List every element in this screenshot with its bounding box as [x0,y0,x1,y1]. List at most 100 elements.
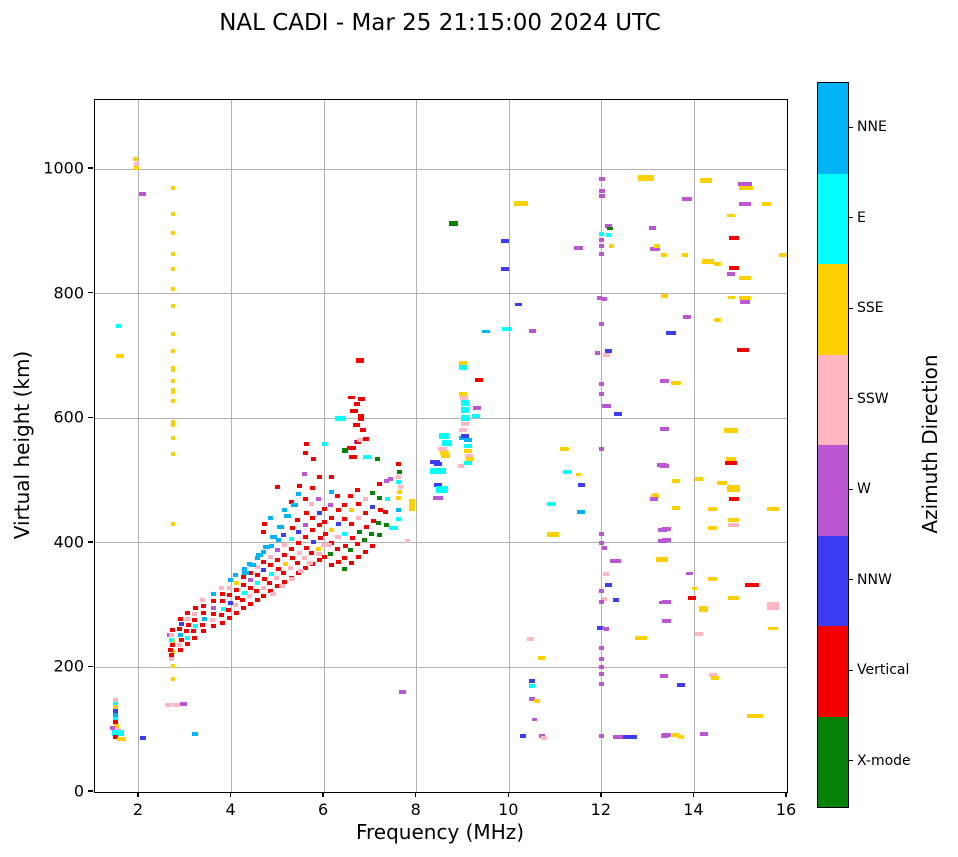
data-point [396,489,402,494]
data-point [574,246,584,251]
data-point [350,408,359,413]
y-tick-200 [88,665,93,668]
data-point [113,712,119,717]
data-point [289,537,295,542]
data-point [348,454,357,459]
data-point [605,349,613,353]
data-point [702,258,715,264]
data-point [220,606,226,611]
data-point [399,690,407,695]
data-point [597,626,603,631]
data-point [281,570,287,575]
data-point [599,672,605,677]
data-point [363,550,369,555]
data-point [269,571,275,576]
data-point [395,496,401,500]
data-point [353,423,361,428]
data-point [255,581,261,586]
x-tick-2 [137,792,139,797]
data-point [594,350,600,355]
data-point [660,294,668,299]
data-point [745,583,760,588]
data-point [248,562,256,567]
data-point [463,443,472,448]
gridline-y-1000 [95,168,787,170]
data-point [662,732,672,737]
data-point [168,633,174,638]
data-point [349,560,355,565]
data-point [255,553,263,558]
gridline-x-2 [138,100,140,792]
data-point [310,515,316,520]
data-point [355,357,364,363]
data-point [290,503,298,508]
data-point [177,626,183,631]
data-point [233,588,239,593]
data-point [341,447,348,453]
data-point [210,605,216,610]
data-point [342,567,348,571]
data-point [654,243,661,248]
data-point [708,525,718,530]
colorbar-tick-label-SSW: SSW [857,390,889,407]
data-point [738,182,753,187]
x-tick-16 [785,792,787,797]
y-tick-label-600: 600 [53,407,84,427]
colorbar-segment-NNE [818,83,848,174]
data-point [234,595,240,600]
data-point [728,265,739,270]
data-point [170,267,175,272]
data-point [683,315,692,320]
data-point [316,552,323,557]
data-point [210,624,216,629]
data-point [740,299,751,304]
data-point [364,525,370,530]
data-point [268,563,274,568]
data-point [529,679,536,684]
colorbar-segment-SSW [818,354,848,445]
data-point [384,523,390,528]
x-tick-label-8: 8 [410,800,421,819]
data-point [608,244,614,249]
data-point [201,610,207,615]
data-point [321,554,327,559]
data-point [247,570,253,575]
data-point [660,674,669,679]
data-point [357,529,363,534]
data-point [226,615,232,620]
data-point [711,676,720,681]
data-point [233,610,239,615]
data-point [350,535,356,540]
data-point [322,531,328,536]
data-point [168,652,174,657]
data-point [599,244,605,249]
y-tick-0 [88,790,93,792]
data-point [461,399,470,406]
colorbar [817,82,849,808]
data-point [501,326,512,331]
data-point [377,496,383,500]
data-point [384,478,390,483]
data-point [186,623,191,628]
data-point [179,621,185,626]
data-point [500,266,509,271]
data-point [113,720,119,725]
data-point [170,211,175,216]
data-point [260,550,266,555]
data-point [598,188,605,193]
data-point [172,702,180,707]
data-point [463,461,472,466]
data-point [219,599,225,604]
data-point [395,480,401,485]
data-point [170,231,175,236]
data-point [599,600,605,605]
data-point [728,497,739,502]
data-point [247,601,253,606]
data-point [328,563,334,568]
data-point [261,593,267,598]
data-point [316,510,322,515]
x-tick-label-10: 10 [498,800,519,819]
data-point [113,697,119,702]
data-point [200,598,206,603]
data-point [767,601,780,606]
